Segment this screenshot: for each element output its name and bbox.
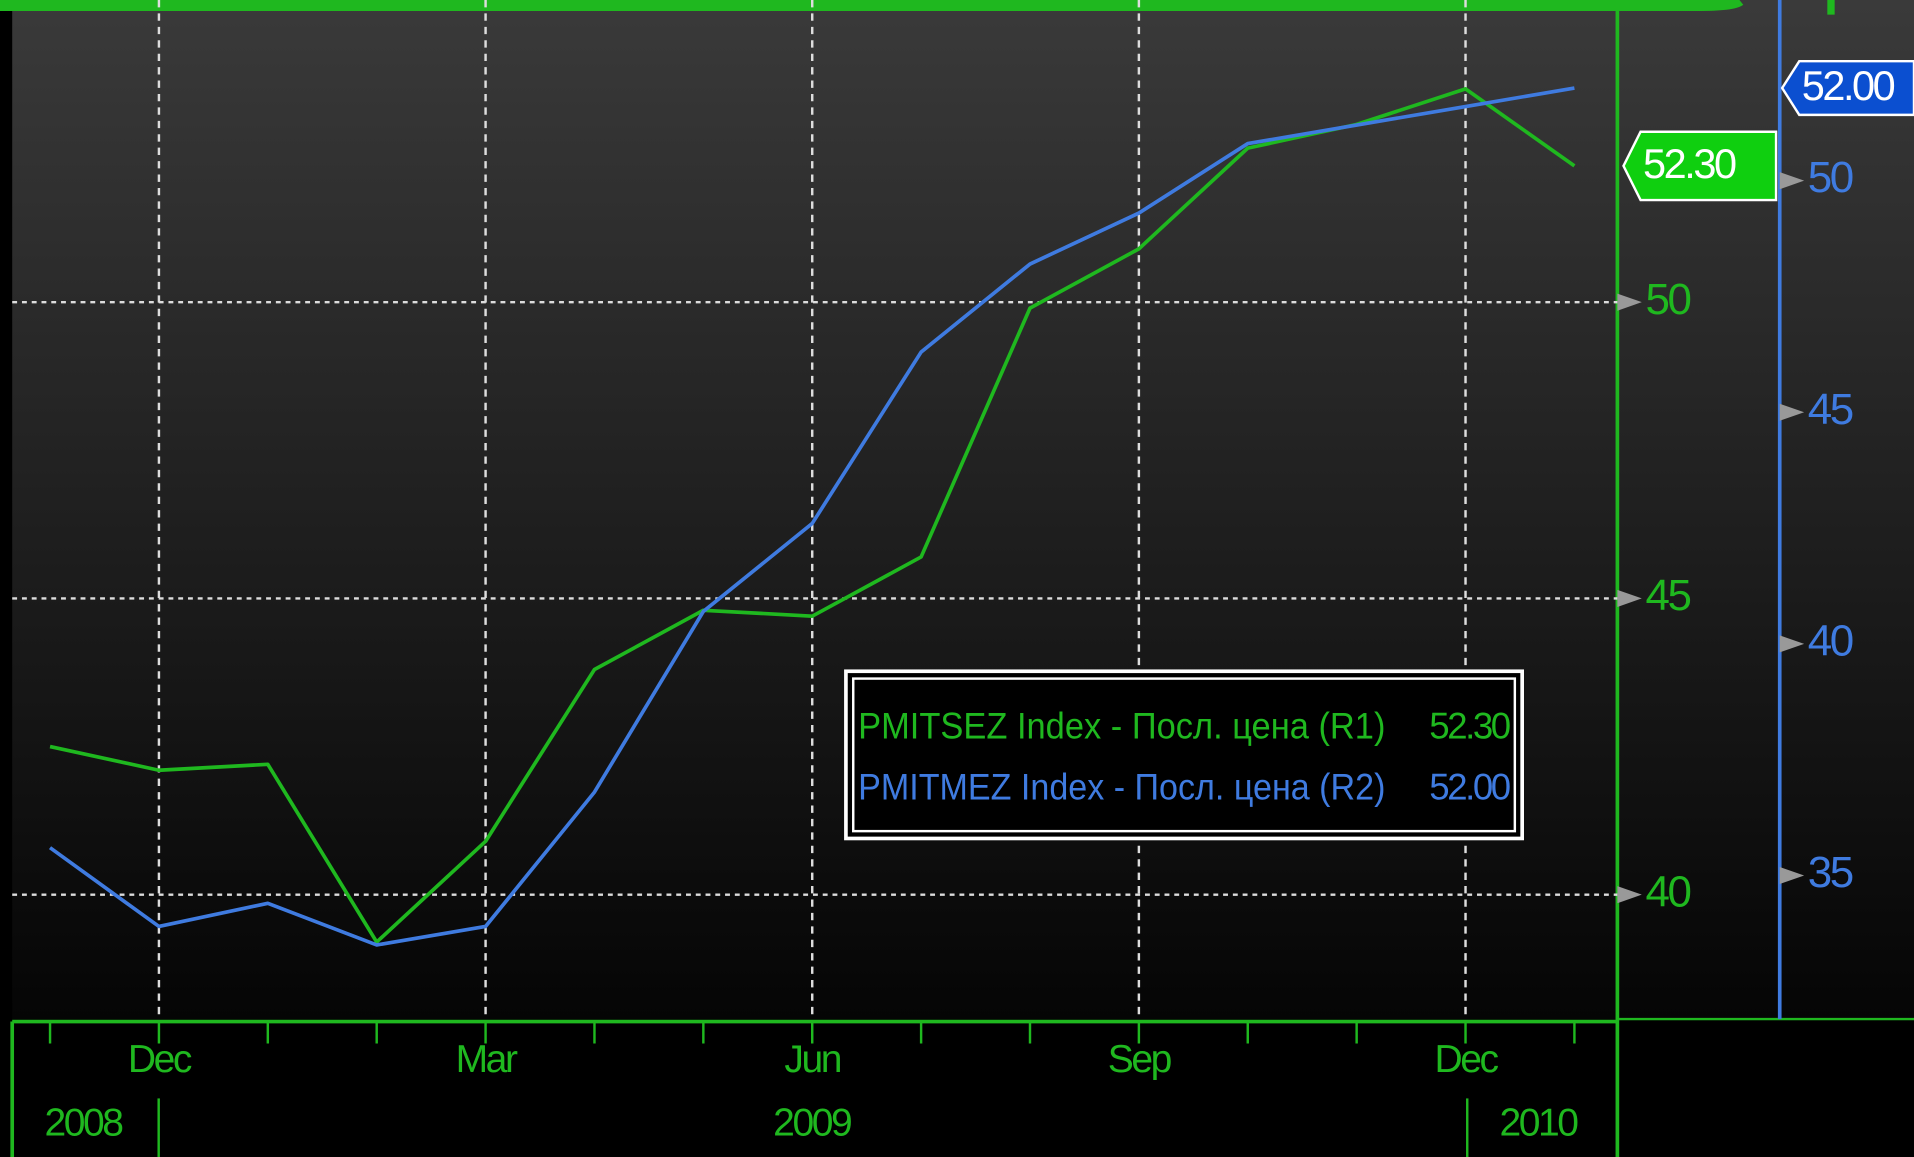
x-tick-label: Mar xyxy=(456,1038,518,1081)
y2-tick-label: 35 xyxy=(1808,848,1853,897)
grid xyxy=(12,0,1618,1020)
last-value-label: 52.00 xyxy=(1802,62,1895,109)
y2-tick-label: 40 xyxy=(1808,616,1853,665)
top-border xyxy=(0,0,1744,11)
y2-tick xyxy=(1779,635,1805,653)
lines xyxy=(48,86,1576,947)
y-tick xyxy=(1617,589,1642,607)
y-tick-label: 50 xyxy=(1645,275,1690,324)
y2-tick xyxy=(1779,403,1805,421)
last-value-tag xyxy=(1780,59,1914,117)
legend-box xyxy=(844,669,1524,841)
y2-tick-label: 45 xyxy=(1808,385,1853,434)
y2-axis-area xyxy=(1779,0,1914,1020)
y-tick-label: 45 xyxy=(1645,571,1690,620)
year-label: 2010 xyxy=(1499,1102,1578,1145)
legend-value: 52.30 xyxy=(1429,705,1509,746)
x-tick-label: Sep xyxy=(1108,1038,1172,1081)
y-tick xyxy=(1617,886,1642,904)
y2-tick-label: 50 xyxy=(1808,153,1853,202)
y-tick-label: 40 xyxy=(1645,867,1690,916)
year-label: 2008 xyxy=(44,1102,123,1145)
year-label: 2009 xyxy=(773,1102,851,1145)
y-tick xyxy=(1617,293,1642,311)
series-line xyxy=(48,86,1575,947)
legend: PMITSEZ Index - Посл. цена (R1) 52.30 PMIT… xyxy=(844,669,1524,841)
x-tick-label: Jun xyxy=(784,1038,840,1081)
y2-tick xyxy=(1779,172,1805,190)
legend-label: PMITSEZ Index - Посл. цена (R1) xyxy=(858,705,1385,746)
last-value-label: 52.30 xyxy=(1643,140,1736,187)
x-tick-label: Dec xyxy=(1434,1038,1498,1081)
legend-inner-box xyxy=(852,677,1517,833)
legend-value: 52.00 xyxy=(1429,766,1509,807)
legend-label: PMITMEZ Index - Посл. цена (R2) xyxy=(858,766,1385,807)
last-value-tag xyxy=(1622,130,1778,202)
plot-area xyxy=(12,0,1618,1020)
y2-tick xyxy=(1779,866,1805,885)
x-tick-label: Dec xyxy=(128,1038,192,1081)
